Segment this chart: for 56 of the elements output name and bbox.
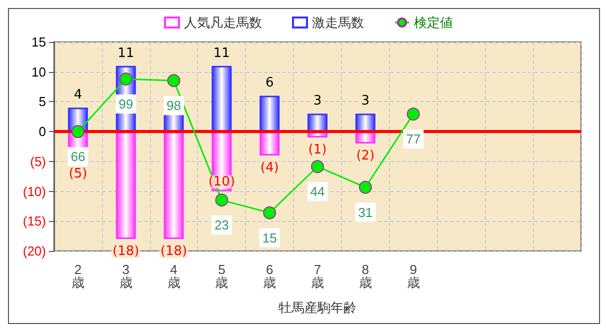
data-label: (10) bbox=[208, 174, 236, 190]
x-tick-label: 5歳 bbox=[215, 262, 228, 290]
data-label: (18) bbox=[160, 244, 188, 260]
legend-label: 検定値 bbox=[414, 15, 453, 30]
x-tick-label: 7歳 bbox=[311, 262, 324, 290]
legend-label: 人気凡走馬数 bbox=[184, 15, 262, 30]
data-label: (4) bbox=[260, 160, 279, 176]
data-label: 31 bbox=[358, 204, 373, 220]
legend-label: 激走馬数 bbox=[312, 15, 364, 30]
x-tick-label: 2歳 bbox=[71, 262, 84, 290]
data-label: 6 bbox=[265, 76, 274, 91]
y-tick-label: (20) bbox=[22, 244, 46, 258]
y-tick-label: (10) bbox=[22, 184, 46, 199]
data-label: 77 bbox=[406, 132, 421, 147]
data-label: 4 bbox=[74, 88, 82, 103]
y-tick-label: 15 bbox=[32, 34, 46, 50]
bar bbox=[308, 114, 328, 132]
point bbox=[167, 74, 180, 88]
data-label: 3 bbox=[313, 94, 322, 109]
point bbox=[119, 72, 132, 86]
data-label: (5) bbox=[68, 166, 88, 182]
x-tick-label: 6歳 bbox=[263, 262, 276, 290]
y-tick-label: 0 bbox=[38, 124, 46, 140]
data-label: 66 bbox=[70, 149, 86, 164]
point bbox=[215, 194, 228, 207]
data-label: 3 bbox=[361, 94, 370, 109]
x-axis-title: 牡馬産駒年齢 bbox=[278, 300, 356, 315]
bar bbox=[116, 132, 136, 240]
x-tick-label: 4歳 bbox=[167, 262, 180, 290]
point bbox=[406, 108, 420, 121]
bar bbox=[355, 114, 376, 132]
bar bbox=[164, 132, 184, 240]
bar bbox=[260, 96, 280, 132]
data-label: 23 bbox=[214, 218, 229, 233]
data-label: (18) bbox=[112, 244, 140, 260]
data-label: (1) bbox=[308, 142, 327, 158]
data-label: 11 bbox=[118, 46, 134, 61]
y-tick-label: (5) bbox=[30, 154, 46, 169]
y-tick-label: 10 bbox=[32, 64, 46, 80]
bar bbox=[212, 66, 232, 132]
point bbox=[311, 160, 324, 174]
point bbox=[358, 180, 372, 194]
bar bbox=[260, 132, 280, 156]
point bbox=[263, 206, 276, 220]
x-tick-label: 9歳 bbox=[406, 262, 420, 290]
point bbox=[71, 125, 84, 138]
data-label: 11 bbox=[213, 46, 230, 61]
x-tick-label: 8歳 bbox=[358, 262, 372, 290]
data-label: 44 bbox=[310, 184, 325, 200]
data-label: 98 bbox=[166, 98, 182, 114]
x-tick-label: 3歳 bbox=[119, 262, 132, 290]
data-label: 15 bbox=[262, 230, 277, 246]
y-tick-label: (15) bbox=[22, 214, 46, 229]
data-label: (2) bbox=[356, 148, 375, 164]
y-tick-label: 5 bbox=[38, 94, 46, 110]
data-label: 99 bbox=[118, 96, 134, 112]
